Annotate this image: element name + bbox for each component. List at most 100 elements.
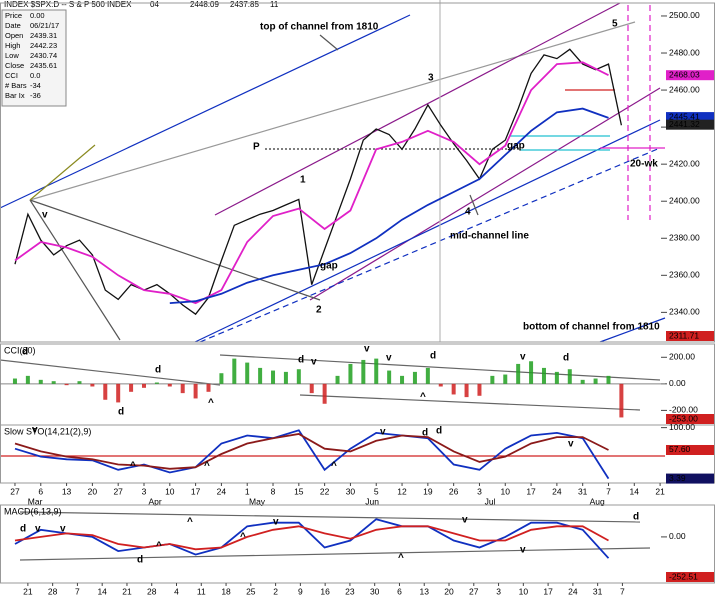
trend-line [29,21,636,201]
panel-title: Slow STO(14,21(2),9) [4,426,91,436]
value-box-label: -253.00 [669,413,698,423]
month-label: Apr [148,496,161,506]
y-tick-label: 200.00 [669,352,695,362]
bar [348,363,353,384]
annotation: v [520,545,526,556]
annotation: 1 [300,175,306,186]
info-value: 0.0 [30,71,40,80]
value-box [666,112,714,123]
annotation: v [60,524,66,535]
x-tick-label: 7 [606,486,611,496]
x-tick-label: 5 [374,486,379,496]
x-tick-label: 1 [245,486,250,496]
x-tick-label: 15 [294,486,304,496]
annotation: mid-channel line [450,231,529,242]
x-tick-label: 21 [23,586,33,596]
y-tick-label: 2420.00 [669,158,700,168]
trend-line [219,354,661,381]
x-tick-label: 27 [10,486,20,496]
value-box-label: -252.51 [669,571,698,581]
x-tick-label: 4 [174,586,179,596]
bar [77,381,82,384]
annotation: d [633,512,639,523]
bar [322,383,327,404]
annotation: ^ [187,517,193,528]
info-label: # Bars [5,81,27,90]
bar [51,381,56,384]
info-label: Open [5,31,23,40]
annotation: ^ [331,461,337,472]
dashed-channel [199,147,661,343]
bar [400,375,405,384]
x-tick-label: 3 [477,486,482,496]
annotation: d [436,426,442,437]
x-tick-label: 20 [444,586,454,596]
series-line [14,429,610,480]
value-box [666,473,714,484]
value-box [666,414,714,424]
value-box-label: 2468.03 [669,69,700,79]
x-tick-label: 12 [397,486,407,496]
x-tick-label: 7 [620,586,625,596]
x-tick-label: 10 [501,486,511,496]
info-label: Price [5,11,22,20]
info-value: -36 [30,91,41,100]
annotation: d [22,347,28,358]
annotation: 4 [465,207,471,218]
pointer [319,34,339,51]
bar [206,383,211,392]
x-tick-label: 21 [122,586,132,596]
bar [335,375,340,384]
bar [477,383,482,396]
bar [219,373,224,384]
info-value: -34 [30,81,41,90]
bar [580,379,585,384]
bar [309,383,314,394]
bar [529,361,534,384]
info-label: Date [5,21,21,30]
bar [283,371,288,384]
annotation: d [422,428,428,439]
panel-title: MACD(6,13,9) [4,506,62,516]
info-value: 2439.31 [30,31,57,40]
y-tick-label: 0.00 [669,531,686,541]
annotation: v [311,357,317,368]
bar [180,383,185,394]
bar [258,367,263,384]
bar [141,383,146,388]
y-tick-label: 2380.00 [669,233,700,243]
x-tick-label: 26 [449,486,459,496]
annotation: top of channel from 1810 [260,22,379,33]
bar [193,383,198,399]
annotation: P [253,142,260,153]
bar [567,369,572,384]
x-tick-label: 22 [320,486,330,496]
trend-line [19,511,641,523]
x-tick-label: 23 [345,586,355,596]
chart-title: INDEX $SPX.D -- S & P 500 INDEX [4,0,132,9]
annotation: ^ [398,553,404,564]
x-tick-label: 8 [271,486,276,496]
bar [116,383,121,403]
x-tick-label: 13 [420,586,430,596]
bar [387,370,392,384]
series-line [169,107,609,304]
month-label: Jun [365,496,379,506]
series-line [14,61,609,305]
bar [271,370,276,384]
bar [154,382,159,384]
y-tick-label: 2340.00 [669,307,700,317]
bar [296,369,301,384]
annotation: d [563,353,569,364]
bar [103,383,108,400]
x-tick-label: 17 [191,486,201,496]
header-value: 2437.85 [230,0,259,9]
annotation: d [118,407,124,418]
annotation: gap [507,141,525,152]
annotation: v [364,344,370,355]
bar [425,367,430,384]
month-label: May [249,496,266,506]
y-tick-label: 100.00 [669,422,695,432]
